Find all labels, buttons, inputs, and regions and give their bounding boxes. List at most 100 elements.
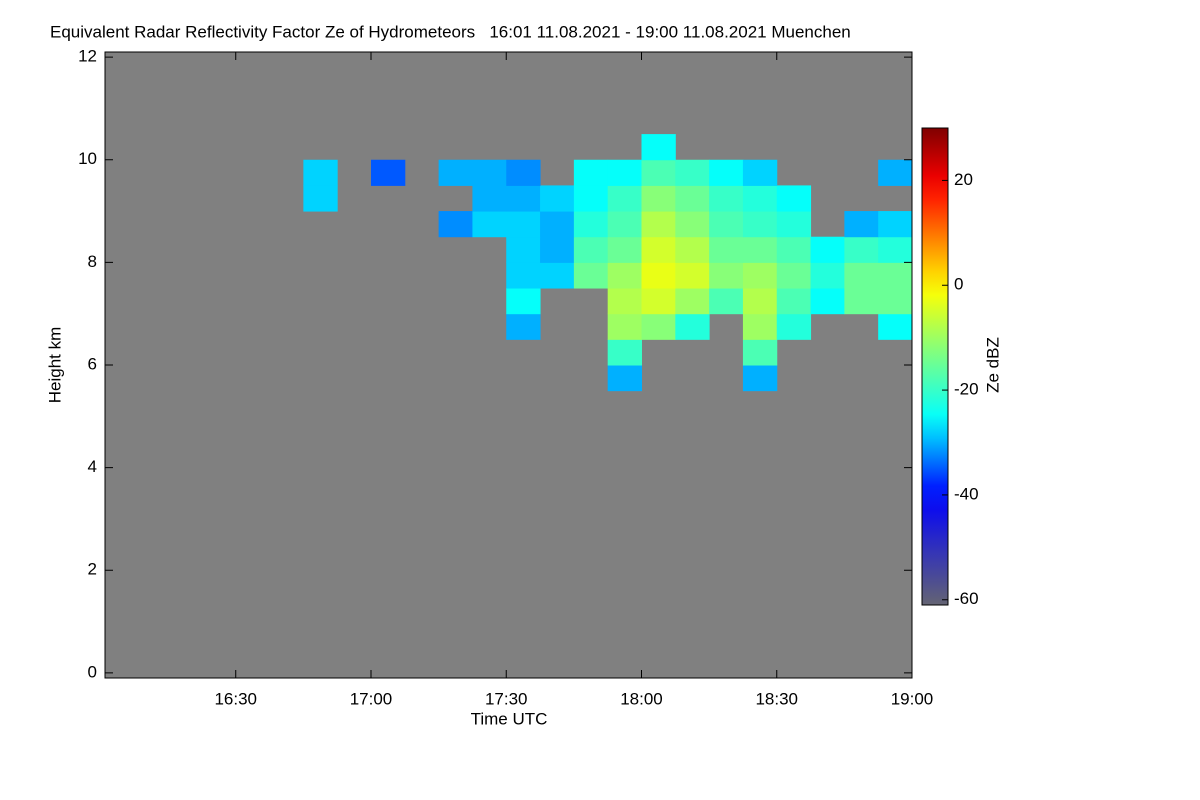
heatmap-cell (540, 262, 575, 289)
heatmap-cell (506, 236, 541, 263)
colorbar-tick-label: -20 (954, 380, 979, 399)
heatmap-cell (472, 211, 507, 238)
heatmap-cell (540, 236, 575, 263)
heatmap-cell (540, 211, 575, 238)
chart-title: Equivalent Radar Reflectivity Factor Ze … (50, 22, 851, 41)
heatmap-cell (607, 288, 642, 315)
y-tick-label: 8 (88, 252, 97, 271)
heatmap-cell (878, 262, 913, 289)
heatmap-cell (573, 159, 609, 186)
heatmap-cell (641, 134, 676, 161)
heatmap-cell (776, 288, 812, 315)
heatmap-cell (742, 365, 778, 392)
heatmap-cell (878, 313, 913, 340)
heatmap-cell (776, 313, 812, 340)
x-tick-label: 18:30 (755, 689, 798, 708)
heatmap-cell (540, 185, 575, 212)
heatmap-cell (438, 159, 473, 186)
heatmap-cell (742, 236, 778, 263)
heatmap-cell (844, 288, 879, 315)
heatmap-cell (607, 185, 642, 212)
heatmap-cell (742, 262, 778, 289)
heatmap-cell (776, 211, 812, 238)
heatmap-cell (641, 211, 676, 238)
colorbar (921, 127, 949, 606)
heatmap-cell (607, 236, 642, 263)
heatmap-cell (844, 236, 879, 263)
heatmap-cell (709, 236, 744, 263)
heatmap-cell (675, 288, 710, 315)
heatmap-cell (641, 288, 676, 315)
heatmap-cell (776, 262, 812, 289)
heatmap-cell (878, 211, 913, 238)
heatmap-cell (742, 211, 778, 238)
heatmap-cell (573, 262, 609, 289)
heatmap-cell (742, 288, 778, 315)
heatmap-cell (607, 262, 642, 289)
heatmap-cell (844, 211, 879, 238)
colorbar-label: Ze dBZ (983, 337, 1002, 393)
heatmap-cell (607, 313, 642, 340)
heatmap-cell (810, 288, 845, 315)
heatmap-cell (607, 211, 642, 238)
y-tick-label: 0 (88, 662, 97, 681)
y-tick-label: 10 (78, 149, 97, 168)
heatmap-cell (573, 185, 609, 212)
heatmap-cell (709, 159, 744, 186)
heatmap-cell (742, 185, 778, 212)
heatmap-cell (776, 185, 812, 212)
heatmap-cell (675, 211, 710, 238)
heatmap-cell (641, 185, 676, 212)
heatmap-cell (370, 159, 406, 186)
heatmap-cell (506, 185, 541, 212)
y-tick-label: 2 (88, 560, 97, 579)
x-tick-label: 17:30 (485, 689, 528, 708)
heatmap-cell (742, 339, 778, 366)
y-tick-label: 4 (88, 457, 97, 476)
heatmap-cell (506, 262, 541, 289)
heatmap-cell (810, 262, 845, 289)
heatmap-cell (506, 288, 541, 315)
heatmap-cell (675, 236, 710, 263)
x-tick-label: 18:00 (620, 689, 663, 708)
heatmap-cell (573, 211, 609, 238)
heatmap-cell (472, 159, 507, 186)
plot-background (105, 52, 912, 678)
colorbar-tick-label: 20 (954, 170, 973, 189)
heatmap-cell (303, 185, 338, 212)
heatmap-cell (675, 159, 710, 186)
heatmap-cell (675, 262, 710, 289)
heatmap-cell (472, 185, 507, 212)
y-axis-label: Height km (45, 327, 64, 404)
heatmap-cell (641, 159, 676, 186)
heatmap-cell (844, 262, 879, 289)
heatmap-cell (742, 313, 778, 340)
heatmap-cell (641, 262, 676, 289)
heatmap-cell (878, 288, 913, 315)
colorbar-tick-label: 0 (954, 275, 963, 294)
heatmap-cell (438, 211, 473, 238)
heatmap-cell (506, 159, 541, 186)
heatmap-cell (641, 313, 676, 340)
heatmap-cell (675, 313, 710, 340)
colorbar-tick-label: -60 (954, 589, 979, 608)
heatmap-cell (675, 185, 710, 212)
heatmap-cell (506, 313, 541, 340)
heatmap-cell (506, 211, 541, 238)
y-tick-label: 6 (88, 354, 97, 373)
heatmap-cell (810, 236, 845, 263)
x-tick-label: 16:30 (214, 689, 257, 708)
heatmap-cell (776, 236, 812, 263)
heatmap-cell (878, 236, 913, 263)
heatmap-cell (709, 211, 744, 238)
heatmap-cell (607, 159, 642, 186)
y-tick-label: 12 (78, 47, 97, 66)
heatmap-cell (573, 236, 609, 263)
heatmap-cell (709, 262, 744, 289)
heatmap-cell (607, 339, 642, 366)
x-tick-label: 17:00 (350, 689, 393, 708)
heatmap-cell (709, 288, 744, 315)
colorbar-tick-label: -40 (954, 484, 979, 503)
heatmap-cell (641, 236, 676, 263)
